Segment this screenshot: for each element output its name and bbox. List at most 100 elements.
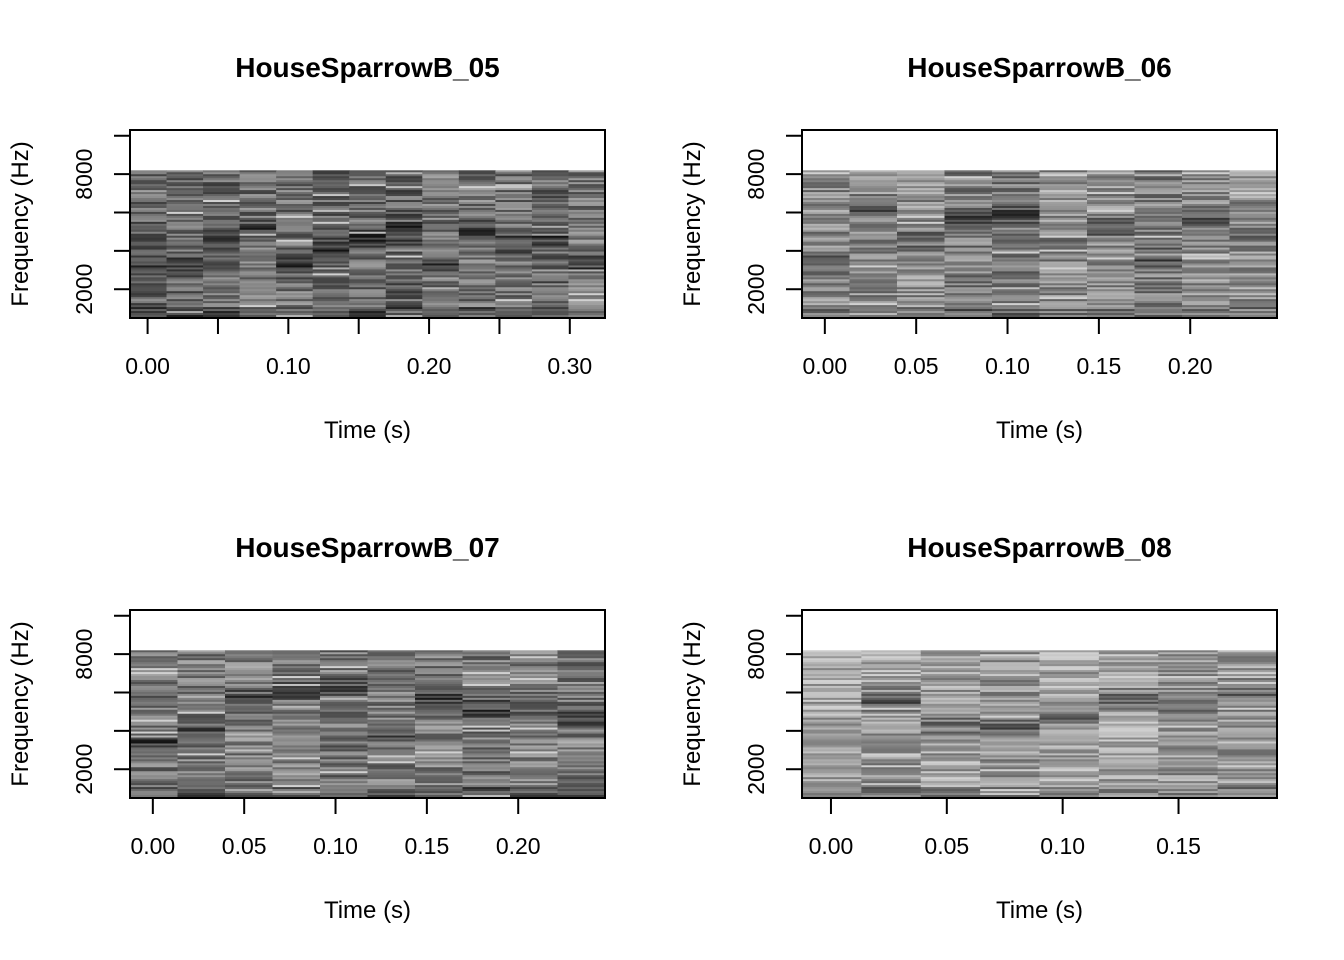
spectrogram-cell <box>920 749 981 752</box>
spectrogram-cell <box>225 789 273 792</box>
spectrogram-cell <box>462 656 511 659</box>
spectrogram-cell <box>130 729 178 732</box>
spectrogram-cell <box>1134 287 1183 290</box>
spectrogram-cell <box>495 180 533 183</box>
spectrogram-cell <box>130 650 178 653</box>
spectrogram-cell <box>531 313 569 316</box>
spectrogram-cell <box>312 293 350 296</box>
spectrogram-cell <box>312 311 350 314</box>
spectrogram-cell <box>495 192 533 195</box>
spectrogram-cell <box>166 249 204 252</box>
spectrogram-cell <box>557 658 606 661</box>
spectrogram-cell <box>177 743 226 746</box>
spectrogram-cell <box>422 251 460 254</box>
spectrogram-cell <box>312 215 350 219</box>
spectrogram-cell <box>462 703 511 707</box>
spectrogram-cell <box>1158 685 1219 689</box>
spectrogram-cell <box>980 705 1040 709</box>
spectrogram-cell <box>992 237 1040 241</box>
spectrogram-cell <box>276 170 314 173</box>
spectrogram-cell <box>980 695 1040 699</box>
spectrogram-cell <box>992 279 1040 282</box>
spectrogram-cell <box>510 733 558 736</box>
spectrogram-cell <box>422 178 460 181</box>
spectrogram-cell <box>1182 307 1230 310</box>
spectrogram-cell <box>349 241 387 245</box>
spectrogram-cell <box>458 267 496 270</box>
spectrogram-cell <box>349 281 387 284</box>
spectrogram-cell <box>557 711 606 715</box>
spectrogram-cell <box>557 779 606 782</box>
spectrogram-cell <box>802 295 850 298</box>
spectrogram-cell <box>130 791 178 794</box>
spectrogram-cell <box>1229 188 1278 191</box>
spectrogram-cell <box>312 279 350 282</box>
spectrogram-cell <box>458 172 496 175</box>
spectrogram-cell <box>557 733 606 736</box>
spectrogram-cell <box>531 305 569 308</box>
spectrogram-cell <box>495 301 533 304</box>
spectrogram-cell <box>849 223 898 227</box>
spectrogram-cell <box>557 767 606 770</box>
spectrogram-cell <box>944 192 993 195</box>
spectrogram-cell <box>897 301 945 304</box>
spectrogram-cell <box>568 259 606 262</box>
spectrogram-cell <box>349 211 387 215</box>
spectrogram-cell <box>1039 215 1088 219</box>
spectrogram-cell <box>920 662 981 665</box>
spectrogram-cell <box>531 207 569 211</box>
spectrogram-cell <box>225 672 273 675</box>
spectrogram-cell <box>415 731 463 734</box>
spectrogram-cell <box>992 207 1040 211</box>
spectrogram-cell <box>1087 170 1135 173</box>
spectrogram-cell <box>495 303 533 306</box>
spectrogram-cell <box>1229 311 1278 314</box>
spectrogram-cell <box>802 231 850 235</box>
spectrogram-cell <box>1098 674 1159 677</box>
spectrogram-cell <box>203 213 241 217</box>
spectrogram-cell <box>367 755 416 758</box>
spectrogram-cell <box>531 205 569 209</box>
spectrogram-cell <box>367 745 416 748</box>
spectrogram-cell <box>1217 695 1278 699</box>
spectrogram-cell <box>272 660 321 663</box>
spectrogram-cell <box>1039 757 1100 760</box>
spectrogram-cell <box>458 178 496 181</box>
spectrogram-cell <box>415 660 463 663</box>
spectrogram-cell <box>272 781 321 784</box>
spectrogram-cell <box>1217 757 1278 760</box>
spectrogram-cell <box>1229 176 1278 179</box>
spectrogram-cell <box>510 689 558 693</box>
spectrogram-cell <box>225 767 273 770</box>
spectrogram-cell <box>177 652 226 655</box>
spectrogram-cell <box>349 209 387 213</box>
spectrogram-cell <box>861 723 922 727</box>
spectrogram-cell <box>177 666 226 669</box>
spectrogram-cell <box>130 271 167 274</box>
spectrogram-cell <box>166 219 204 223</box>
spectrogram-cell <box>458 192 496 195</box>
spectrogram-cell <box>802 271 850 274</box>
spectrogram-cell <box>385 227 423 231</box>
spectrogram-cell <box>980 777 1040 780</box>
spectrogram-cell <box>312 305 350 308</box>
spectrogram-cell <box>239 243 277 247</box>
spectrogram-cell <box>980 683 1040 687</box>
spectrogram-cell <box>130 701 178 705</box>
spectrogram-cell <box>312 307 350 310</box>
spectrogram-cell <box>1039 725 1100 729</box>
spectrogram-cell <box>1039 709 1100 713</box>
spectrogram-cell <box>320 707 368 711</box>
spectrogram-cell <box>920 654 981 657</box>
spectrogram-cell <box>367 795 416 798</box>
spectrogram-cell <box>385 283 423 286</box>
spectrogram-cell <box>367 697 416 701</box>
spectrogram-cell <box>239 315 277 318</box>
spectrogram-cell <box>568 200 606 203</box>
spectrogram-cell <box>1098 723 1159 727</box>
spectrogram-cell <box>458 243 496 247</box>
spectrogram-cell <box>992 200 1040 203</box>
spectrogram-cell <box>802 682 862 685</box>
spectrogram-cell <box>992 265 1040 268</box>
spectrogram-cell <box>177 703 226 707</box>
